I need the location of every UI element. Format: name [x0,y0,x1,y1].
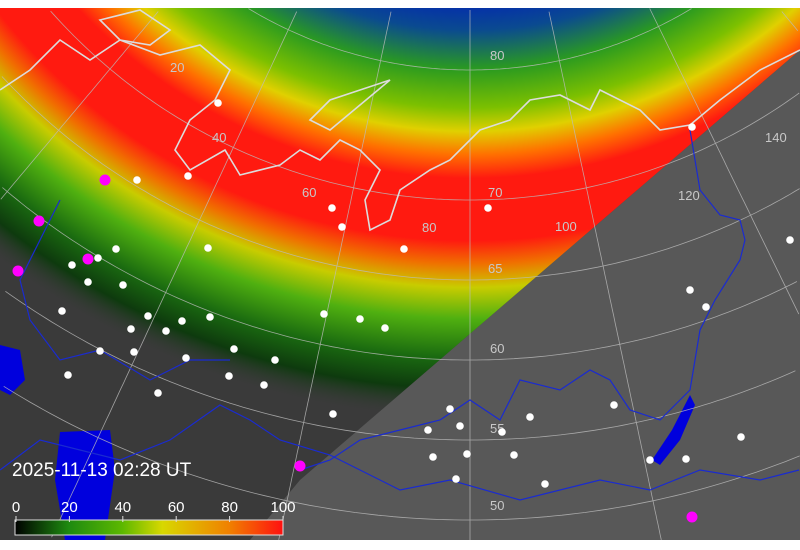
city-dot [610,401,618,409]
city-dot [646,456,654,464]
latitude-circle [3,385,800,521]
city-dot [541,480,549,488]
city-dot [429,453,437,461]
city-dot [184,172,192,180]
city-dot [356,315,364,323]
city-dot [463,450,471,458]
latitude-circle [1,76,800,281]
city-dot [182,354,190,362]
city-dot [58,307,66,315]
latitude-circle [50,10,800,201]
city-dot [424,426,432,434]
city-dot [702,303,710,311]
city-dot [271,356,279,364]
city-dot [178,317,186,325]
city-dot [64,371,72,379]
city-dot [94,254,102,262]
latitude-label: 50 [490,498,504,513]
city-dot [119,281,127,289]
caspian-sea [55,430,115,540]
city-dot [230,345,238,353]
city-dot [498,428,506,436]
timestamp: 2025-11-13 02:28 UT [12,460,192,481]
city-dot [686,286,694,294]
longitude-label: 140 [765,130,787,145]
city-dot [452,475,460,483]
city-dot [154,389,162,397]
water-bodies [0,345,695,540]
city-dot [68,261,76,269]
latitude-label: 70 [488,185,502,200]
longitude-line [649,8,800,315]
observation-marker [686,511,698,523]
coastline [0,9,800,232]
city-dot [329,410,337,418]
city-dot [446,405,454,413]
latitude-label: 60 [490,341,504,356]
city-dot [162,327,170,335]
city-markers [12,99,794,523]
colorbar-tick-label: 20 [61,499,78,516]
longitude-line [781,11,799,31]
longitude-label: 60 [302,185,316,200]
city-dot [737,433,745,441]
city-dot [127,325,135,333]
longitude-label: 80 [422,220,436,235]
latitude-label: 80 [490,48,504,63]
city-dot [786,236,794,244]
observation-marker [294,460,306,472]
city-dot [484,204,492,212]
city-dot [682,455,690,463]
bottom-margin [0,540,800,550]
city-dot [214,99,222,107]
borders [0,129,800,501]
city-dot [400,245,408,253]
latitude-label: 65 [488,261,502,276]
observation-marker [99,174,111,186]
city-dot [206,313,214,321]
city-dot [144,312,152,320]
colorbar-tick-label: 0 [12,499,20,516]
colorbar: 0 20 40 60 80 100 [12,499,296,536]
longitude-label: 100 [555,219,577,234]
city-dot [338,223,346,231]
longitude-label: 120 [678,188,700,203]
city-dot [260,381,268,389]
colorbar-gradient [14,519,284,536]
city-dot [320,310,328,318]
observation-marker [12,265,24,277]
top-margin [0,0,800,8]
city-dot [96,347,104,355]
colorbar-tick-label: 80 [221,499,238,516]
city-dot [456,422,464,430]
city-dot [225,372,233,380]
city-dot [526,413,534,421]
city-dot [510,451,518,459]
longitude-label: 20 [170,60,184,75]
longitude-line [278,11,392,540]
observation-marker [82,253,94,265]
observation-marker [33,215,45,227]
city-dot [688,123,696,131]
city-dot [381,324,389,332]
longitude-line [51,11,298,538]
colorbar-tick-label: 40 [114,499,131,516]
city-dot [328,204,336,212]
colorbar-tick-label: 100 [270,499,295,516]
city-dot [204,244,212,252]
black-sea [0,345,25,395]
city-dot [112,245,120,253]
lake-baikal [652,395,695,465]
latitude-circle [2,187,798,361]
city-dot [84,278,92,286]
city-dot [133,176,141,184]
longitude-line [0,11,159,200]
city-dot [130,348,138,356]
longitude-label: 40 [212,130,226,145]
colorbar-tick-label: 60 [168,499,185,516]
